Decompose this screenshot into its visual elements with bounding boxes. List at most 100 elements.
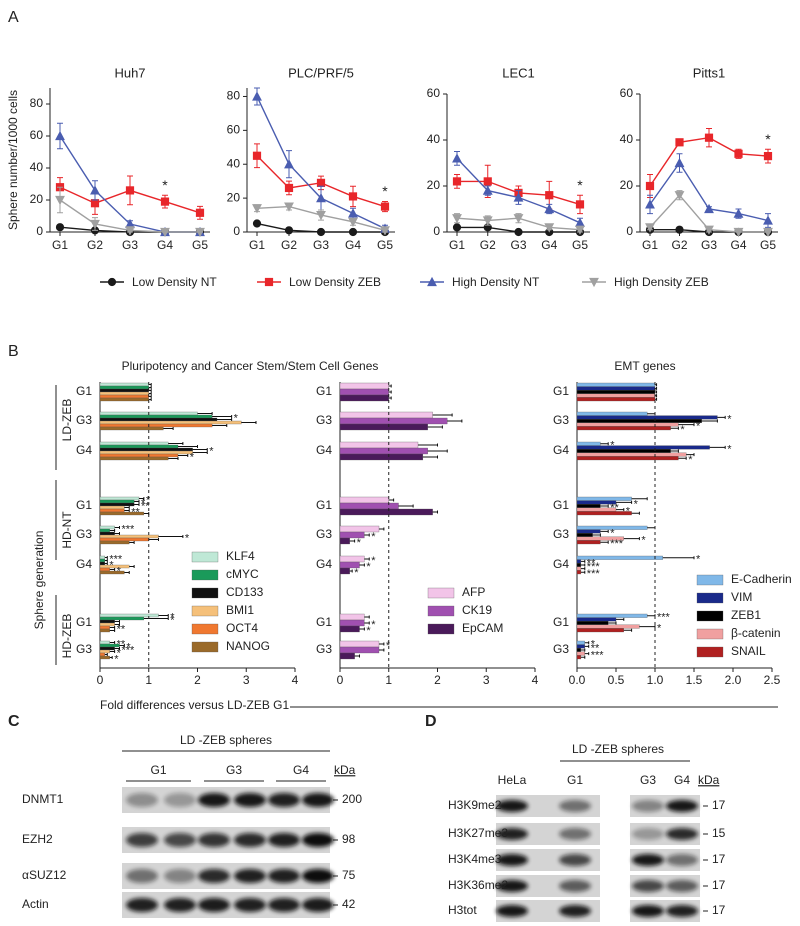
error-bar xyxy=(178,454,189,457)
marker xyxy=(544,223,555,233)
bar xyxy=(576,624,640,629)
error-bar xyxy=(114,620,120,623)
band xyxy=(198,833,230,847)
kda-value: 15 xyxy=(712,826,726,840)
x-tick-label: G5 xyxy=(760,238,776,252)
kda-value: 42 xyxy=(342,897,356,911)
marker xyxy=(284,226,294,235)
band xyxy=(666,854,698,866)
error-bar xyxy=(148,386,152,389)
y-tick-label: G4 xyxy=(316,443,332,457)
legend-swatch xyxy=(191,605,219,617)
x-tick-label: 3 xyxy=(243,673,250,687)
y-tick-label: G4 xyxy=(76,557,92,571)
significance: * xyxy=(591,639,596,651)
significance: * xyxy=(185,532,190,544)
x-tick-label: G1 xyxy=(642,238,658,252)
band xyxy=(268,793,300,807)
bar xyxy=(339,496,389,504)
error-bar xyxy=(143,617,169,620)
lane-label: G4 xyxy=(293,763,309,777)
significance: *** xyxy=(122,644,136,656)
bar xyxy=(99,385,149,390)
marker xyxy=(763,215,773,225)
marker xyxy=(252,91,262,101)
band xyxy=(666,828,698,840)
band xyxy=(666,905,698,917)
y-tick-label: G1 xyxy=(553,615,569,629)
error-bar xyxy=(600,504,609,508)
legend-label: E-Cadherin xyxy=(731,572,792,586)
significance: * xyxy=(634,498,639,510)
error-bar xyxy=(647,412,656,416)
marker xyxy=(452,177,462,186)
marker xyxy=(348,208,358,218)
y-tick-label: G3 xyxy=(76,642,92,656)
lane-label: HeLa xyxy=(498,773,527,787)
x-tick-label: 1.5 xyxy=(686,673,703,687)
row-label: EZH2 xyxy=(22,832,53,846)
x-tick-label: 0.5 xyxy=(608,673,625,687)
bar xyxy=(99,616,145,621)
kda-value: 17 xyxy=(712,878,726,892)
band xyxy=(302,833,334,847)
bar xyxy=(576,441,601,446)
marker xyxy=(55,195,65,206)
y-tick-label: G1 xyxy=(553,498,569,512)
bar xyxy=(99,441,169,446)
y-tick-label: G1 xyxy=(316,384,332,398)
bar xyxy=(339,567,350,575)
legend-label: ZEB1 xyxy=(731,608,761,622)
error-bar xyxy=(148,398,152,401)
bar xyxy=(99,511,145,516)
marker xyxy=(252,151,262,160)
bar xyxy=(99,499,135,504)
marker xyxy=(90,219,100,230)
legend-label: CK19 xyxy=(462,603,492,617)
band xyxy=(234,793,266,807)
x-tick-label: G3 xyxy=(313,238,329,252)
error-bar xyxy=(143,512,150,515)
bar xyxy=(99,508,125,513)
band xyxy=(496,800,528,812)
error-bar xyxy=(678,456,687,460)
chart-title: Huh7 xyxy=(114,65,145,80)
significance: * xyxy=(680,424,685,436)
significance: * xyxy=(146,494,151,506)
significance: * xyxy=(765,131,771,147)
y-tick-label: G3 xyxy=(316,642,332,656)
error-bar xyxy=(114,623,120,626)
bar xyxy=(99,417,218,422)
y-tick-label: G1 xyxy=(316,498,332,512)
y-tick-label: G4 xyxy=(553,557,569,571)
bar xyxy=(339,619,365,627)
marker xyxy=(763,227,773,238)
bar xyxy=(99,558,106,563)
bar xyxy=(576,456,679,461)
bar xyxy=(99,391,149,396)
error-bar xyxy=(134,500,140,503)
band xyxy=(198,869,230,883)
x-tick-label: 0 xyxy=(337,673,344,687)
significance: * xyxy=(162,177,168,193)
bar xyxy=(99,628,110,633)
y-tick-label: 20 xyxy=(227,190,241,204)
error-bar xyxy=(148,392,152,395)
bar xyxy=(576,507,617,512)
y-tick-label: 40 xyxy=(30,160,44,174)
x-tick-label: 0.0 xyxy=(569,673,586,687)
bar xyxy=(576,390,656,394)
bar xyxy=(576,504,601,508)
error-bar xyxy=(124,571,130,574)
y-tick-label: 80 xyxy=(227,89,241,103)
bar xyxy=(99,423,213,428)
bar xyxy=(576,449,671,453)
x-tick-label: 2.0 xyxy=(725,673,742,687)
marker xyxy=(452,223,462,232)
bar xyxy=(99,534,159,539)
x-tick-label: G2 xyxy=(671,238,687,252)
y-tick-label: G3 xyxy=(553,527,569,541)
error-bar xyxy=(168,457,179,460)
error-bar xyxy=(217,418,233,421)
